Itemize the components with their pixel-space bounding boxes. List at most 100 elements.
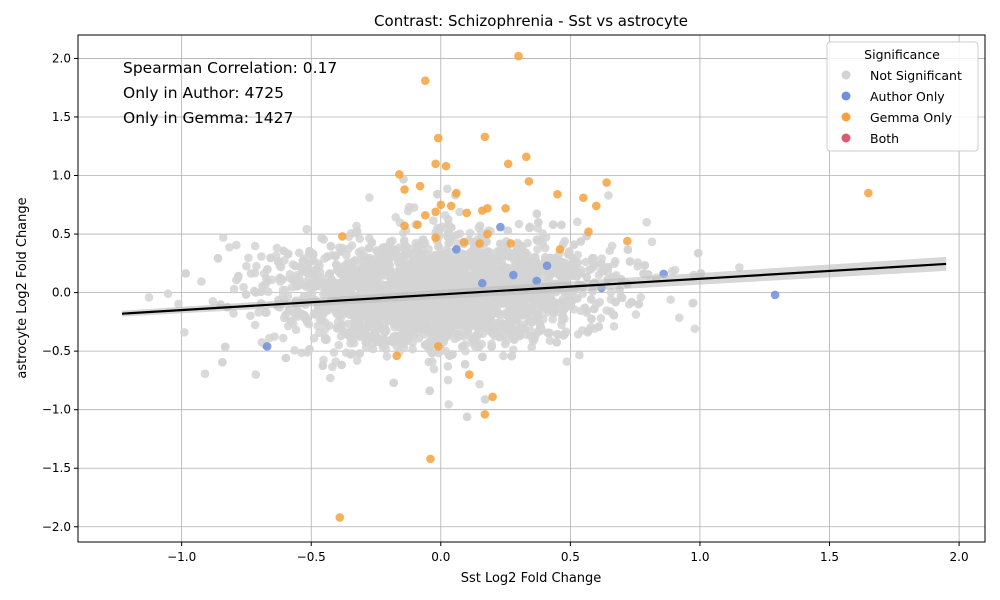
point-gemma-only [514,51,523,61]
point-not-significant [144,292,154,302]
point-not-significant [432,250,441,260]
point-not-significant [232,240,241,250]
point-not-significant [266,253,275,263]
point-not-significant [461,346,470,356]
point-not-significant [365,253,374,263]
point-gemma-only [441,161,451,171]
point-not-significant [469,316,478,325]
legend-title: Significance [864,47,940,62]
point-not-significant [483,323,492,333]
point-gemma-only [433,342,443,351]
point-not-significant [385,314,394,323]
point-not-significant [367,238,377,247]
point-not-significant [596,259,606,269]
y-tick-label: 1.5 [52,110,71,124]
point-not-significant [609,310,619,320]
point-not-significant [477,352,487,362]
point-not-significant [420,259,430,269]
point-not-significant [449,265,459,275]
point-not-significant [474,223,484,232]
point-not-significant [495,332,504,342]
point-not-significant [689,298,698,308]
point-not-significant [443,375,453,385]
point-not-significant [341,329,350,338]
point-not-significant [436,275,446,285]
point-not-significant [466,248,476,257]
point-not-significant [484,251,493,260]
point-not-significant [298,256,308,266]
point-not-significant [455,229,465,238]
x-tick-label: −0.5 [297,550,326,564]
point-not-significant [504,278,514,288]
point-not-significant [549,308,558,317]
point-not-significant [278,333,288,343]
point-not-significant [275,273,285,283]
point-not-significant [435,334,445,343]
point-not-significant [273,257,283,266]
point-not-significant [526,331,536,341]
point-gemma-only [459,237,469,247]
point-not-significant [229,284,239,294]
y-tick-label: 0.0 [52,286,71,300]
point-gemma-only [426,454,435,464]
point-not-significant [467,302,476,312]
point-not-significant [542,304,552,313]
point-not-significant [399,320,408,330]
point-not-significant [505,302,514,311]
point-not-significant [327,275,336,285]
point-not-significant [582,272,592,282]
point-not-significant [735,263,744,272]
point-not-significant [246,311,255,321]
point-author-only [509,270,518,280]
point-not-significant [398,228,408,238]
point-not-significant [514,219,524,229]
point-not-significant [431,262,441,272]
point-not-significant [394,243,404,252]
point-not-significant [476,262,486,272]
point-not-significant [498,319,508,329]
annotation-gemma-only: Only in Gemma: 1427 [123,109,293,127]
point-not-significant [368,303,377,313]
point-not-significant [263,265,272,274]
point-gemma-only [591,201,601,211]
point-gemma-only [501,203,510,213]
point-not-significant [218,357,227,367]
x-tick-label: 0.0 [431,550,450,564]
point-not-significant [302,264,312,274]
point-not-significant [357,322,366,332]
point-not-significant [380,302,389,312]
point-not-significant [254,308,263,317]
point-gemma-only [420,76,430,85]
point-gemma-only [480,410,490,419]
point-gemma-only [477,206,487,215]
point-not-significant [409,307,419,316]
point-not-significant [573,330,583,339]
point-not-significant [589,304,599,314]
x-tick-label: −1.0 [167,550,196,564]
point-not-significant [294,281,303,291]
point-not-significant [444,400,453,409]
point-not-significant [430,310,440,319]
point-not-significant [508,310,518,320]
point-not-significant [610,259,619,269]
point-not-significant [394,255,403,264]
point-gemma-only [433,133,443,143]
point-gemma-only [579,193,588,203]
point-not-significant [465,228,475,238]
point-not-significant [530,261,540,271]
point-gemma-only [623,236,632,246]
point-not-significant [347,241,357,250]
point-not-significant [647,237,657,247]
point-gemma-only [335,513,345,522]
legend-label-not-significant: Not Significant [870,68,962,83]
point-not-significant [461,280,471,290]
legend-box [826,41,979,152]
point-not-significant [242,261,251,271]
point-not-significant [347,349,357,358]
point-not-significant [372,310,382,320]
point-not-significant [475,379,484,389]
point-not-significant [380,321,389,330]
point-not-significant [348,257,358,266]
point-not-significant [390,277,400,287]
point-not-significant [631,310,641,319]
